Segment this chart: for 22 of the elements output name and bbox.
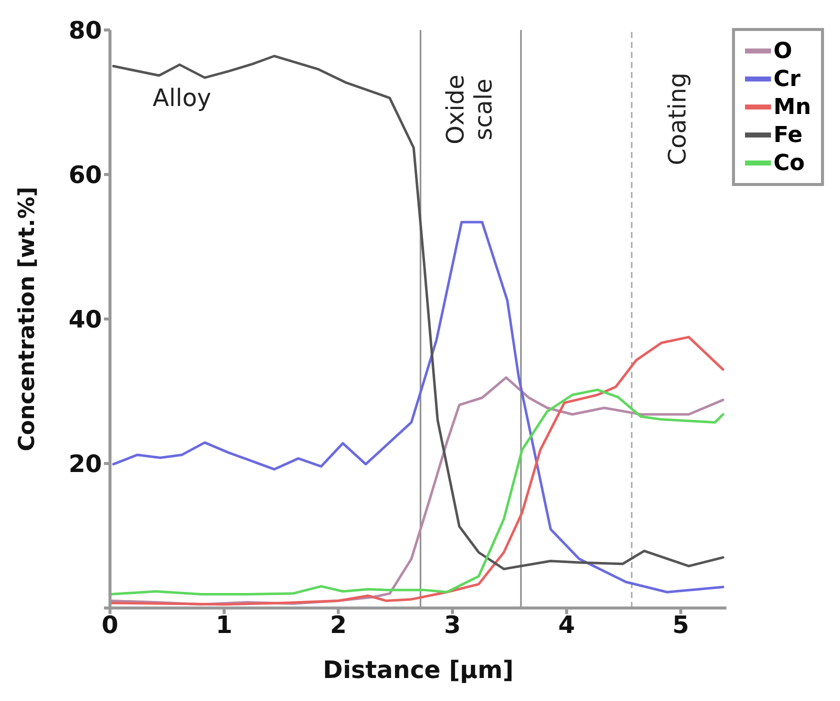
x-axis-title: Distance [µm] bbox=[322, 656, 514, 684]
line-series bbox=[112, 220, 724, 594]
y-tick-label: 60 bbox=[68, 161, 102, 190]
annotation: Oxide scale bbox=[442, 74, 498, 144]
x-tick-label: 4 bbox=[558, 611, 575, 640]
annotation: Alloy bbox=[152, 84, 212, 112]
x-tick-label: 5 bbox=[672, 611, 690, 640]
y-tick-label: 80 bbox=[68, 16, 102, 45]
y-tick-label: 40 bbox=[68, 306, 102, 334]
annotation: Coating bbox=[663, 72, 692, 166]
legend-label: Co bbox=[773, 150, 805, 176]
legend-label: O bbox=[773, 38, 792, 64]
y-tick-label: 20 bbox=[68, 450, 102, 478]
x-tick-label: 0 bbox=[102, 611, 118, 640]
x-tick-label: 3 bbox=[444, 611, 461, 640]
legend-label: Fe bbox=[773, 122, 802, 148]
y-axis-title: Concentration [wt.%] bbox=[14, 186, 40, 452]
x-tick-label: 1 bbox=[216, 611, 233, 640]
line-series bbox=[112, 54, 724, 570]
legend-label: Mn bbox=[773, 94, 811, 120]
x-tick-label: 2 bbox=[330, 611, 347, 640]
legend-label: Cr bbox=[773, 66, 800, 92]
